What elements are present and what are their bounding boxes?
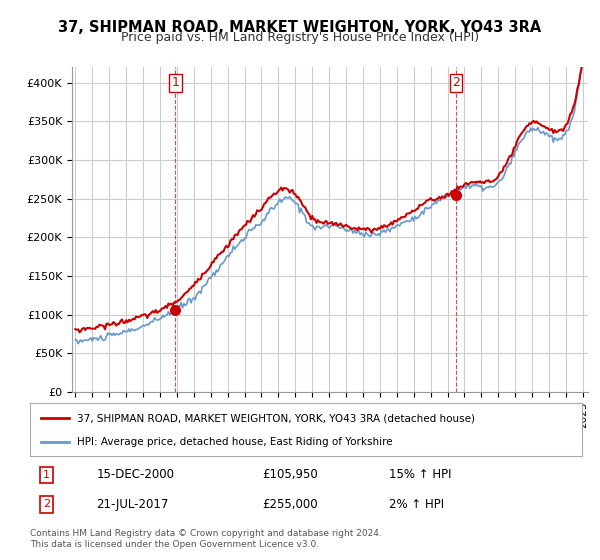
Text: Price paid vs. HM Land Registry's House Price Index (HPI): Price paid vs. HM Land Registry's House …: [121, 31, 479, 44]
Text: £105,950: £105,950: [262, 468, 317, 482]
Text: HPI: Average price, detached house, East Riding of Yorkshire: HPI: Average price, detached house, East…: [77, 436, 392, 446]
Text: 2% ↑ HPI: 2% ↑ HPI: [389, 498, 444, 511]
Text: 1: 1: [172, 76, 179, 89]
Text: 2: 2: [43, 500, 50, 510]
Text: 15-DEC-2000: 15-DEC-2000: [96, 468, 174, 482]
Text: 1: 1: [43, 470, 50, 480]
Text: 37, SHIPMAN ROAD, MARKET WEIGHTON, YORK, YO43 3RA (detached house): 37, SHIPMAN ROAD, MARKET WEIGHTON, YORK,…: [77, 413, 475, 423]
Text: 37, SHIPMAN ROAD, MARKET WEIGHTON, YORK, YO43 3RA: 37, SHIPMAN ROAD, MARKET WEIGHTON, YORK,…: [58, 20, 542, 35]
Text: 21-JUL-2017: 21-JUL-2017: [96, 498, 169, 511]
Text: 2: 2: [452, 76, 460, 89]
Text: Contains HM Land Registry data © Crown copyright and database right 2024.
This d: Contains HM Land Registry data © Crown c…: [30, 529, 382, 549]
Text: £255,000: £255,000: [262, 498, 317, 511]
Text: 15% ↑ HPI: 15% ↑ HPI: [389, 468, 451, 482]
